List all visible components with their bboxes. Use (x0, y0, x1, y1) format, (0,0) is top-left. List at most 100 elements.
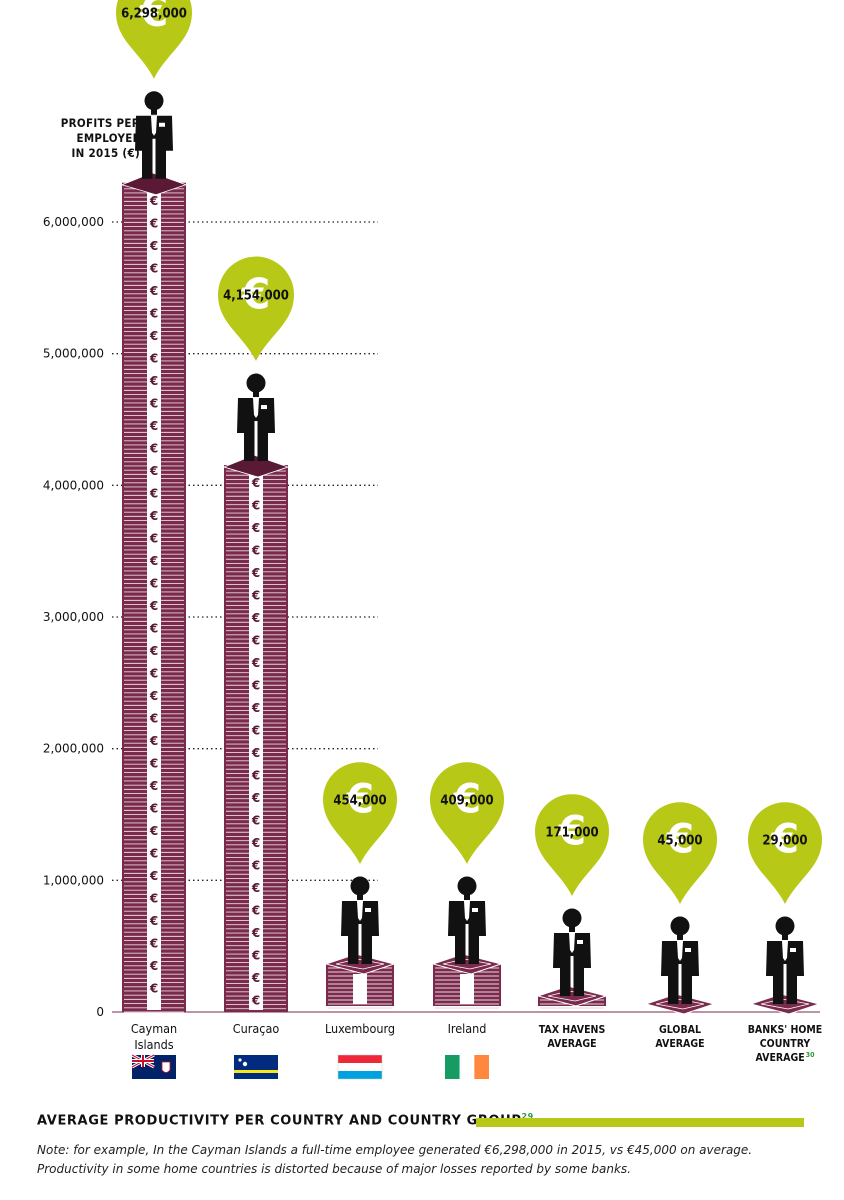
svg-text:€: € (251, 566, 260, 580)
svg-text:€: € (149, 846, 158, 860)
businessman-icon (766, 916, 804, 1004)
bar-4: €171,000 (534, 794, 609, 1009)
bar-6: €29,000 (748, 802, 822, 1015)
euro-icon: € (139, 0, 169, 36)
category-label: AVERAGE30 (756, 1051, 816, 1064)
value-label: 4,154,000 (223, 289, 289, 304)
svg-text:€: € (149, 396, 158, 410)
y-axis-title-line: IN 2015 (€) (71, 146, 140, 160)
svg-text:€: € (251, 949, 260, 963)
svg-text:€: € (149, 284, 158, 298)
svg-text:€: € (149, 486, 158, 500)
footer-title-text: AVERAGE PRODUCTIVITY PER COUNTRY AND COU… (37, 1113, 522, 1129)
pin-shape (430, 762, 504, 864)
footnote-mark: 30 (806, 1051, 815, 1059)
svg-text:€: € (251, 611, 260, 625)
money-stack-bar (324, 953, 396, 1009)
svg-text:€: € (149, 599, 158, 613)
pin-shape (116, 0, 192, 79)
svg-text:€: € (149, 441, 158, 455)
value-pin: €45,000 (643, 802, 717, 904)
category-label: COUNTRY (760, 1038, 811, 1050)
svg-text:€: € (149, 216, 158, 230)
svg-text:€: € (251, 746, 260, 760)
svg-text:€: € (149, 374, 158, 388)
svg-text:€: € (251, 881, 260, 895)
svg-text:€: € (149, 914, 158, 928)
euro-icon: € (452, 775, 481, 823)
category-label: BANKS' HOME (748, 1024, 823, 1036)
svg-text:€: € (149, 554, 158, 568)
bar-5: €45,000 (643, 802, 717, 1015)
y-tick-label: 2,000,000 (43, 742, 104, 756)
money-stack-bar (749, 993, 821, 1015)
y-tick-label: 3,000,000 (43, 610, 104, 624)
svg-text:€: € (251, 476, 260, 490)
svg-text:€: € (149, 239, 158, 253)
svg-text:€: € (149, 576, 158, 590)
svg-text:€: € (149, 666, 158, 680)
y-tick-label: 0 (96, 1005, 104, 1019)
note-text: Note: for example, In the Cayman Islands… (37, 1143, 753, 1176)
footnote-ref: 29 (521, 1112, 534, 1121)
bar-2: €454,000 (323, 762, 397, 1009)
svg-text:€: € (251, 589, 260, 603)
euro-icon: € (345, 775, 374, 823)
svg-text:€: € (251, 904, 260, 918)
money-stack-bar: € € € € € € € € € € € € € € € € € € € € € € € € € € € € € € € € € € € € (120, 172, 188, 1013)
svg-text:€: € (149, 824, 158, 838)
cayman-islands-flag-icon (131, 1053, 176, 1079)
category-label: AVERAGE (655, 1038, 704, 1050)
bar-0: €€€€€€€€€€€€€€€€€€€€€€€€€€€€€€€€€€€€€6,2… (116, 0, 192, 1013)
svg-text:€: € (251, 926, 260, 940)
businessman-icon (341, 876, 379, 964)
svg-text:€: € (149, 419, 158, 433)
money-stack-bar: € € € € € € € € € € € € € € € € € € € € € € € € (222, 454, 290, 1013)
euro-icon: € (557, 807, 586, 855)
businessman-icon (448, 876, 486, 964)
y-axis-title-line: PROFITS PER (60, 116, 140, 130)
svg-text:€: € (149, 891, 158, 905)
pin-shape (534, 794, 609, 896)
svg-text:€: € (149, 981, 158, 995)
y-tick-label: 4,000,000 (43, 478, 104, 492)
pin-shape (218, 256, 294, 362)
svg-text:€: € (251, 634, 260, 648)
value-pin: €4,154,000 (218, 256, 294, 362)
svg-text:€: € (251, 791, 260, 805)
svg-text:€: € (149, 531, 158, 545)
businessman-icon (661, 916, 699, 1004)
svg-text:€: € (149, 711, 158, 725)
svg-text:€: € (149, 734, 158, 748)
svg-text:€: € (149, 351, 158, 365)
productivity-chart: 0 1,000,000 2,000,000 3,000,000 4,000,000 5,0… (43, 0, 823, 1080)
svg-text:€: € (149, 261, 158, 275)
svg-text:€: € (149, 644, 158, 658)
money-stack-bar (644, 993, 716, 1015)
ireland-flag-icon (445, 1055, 489, 1079)
euro-icon: € (241, 269, 271, 318)
curacao-flag-icon (234, 1055, 278, 1079)
category-label: Islands (134, 1037, 173, 1052)
value-label: 45,000 (657, 833, 702, 848)
euro-icon: € (770, 815, 799, 863)
category-label: TAX HAVENS (539, 1024, 606, 1036)
svg-text:€: € (251, 701, 260, 715)
value-label: 454,000 (333, 793, 386, 808)
money-stack-bar (431, 953, 503, 1009)
category-label: Cayman (131, 1021, 177, 1036)
value-pin: €454,000 (323, 762, 397, 864)
value-label: 29,000 (762, 833, 807, 848)
category-label: Ireland (448, 1021, 487, 1036)
svg-text:€: € (149, 801, 158, 815)
svg-text:€: € (251, 724, 260, 738)
svg-text:€: € (251, 994, 260, 1008)
category-label: Curaçao (233, 1021, 280, 1036)
category-label: Luxembourg (325, 1021, 395, 1036)
value-pin: €409,000 (430, 762, 504, 864)
svg-text:€: € (149, 756, 158, 770)
svg-text:€: € (149, 779, 158, 793)
pin-shape (323, 762, 397, 864)
euro-icon: € (665, 815, 694, 863)
